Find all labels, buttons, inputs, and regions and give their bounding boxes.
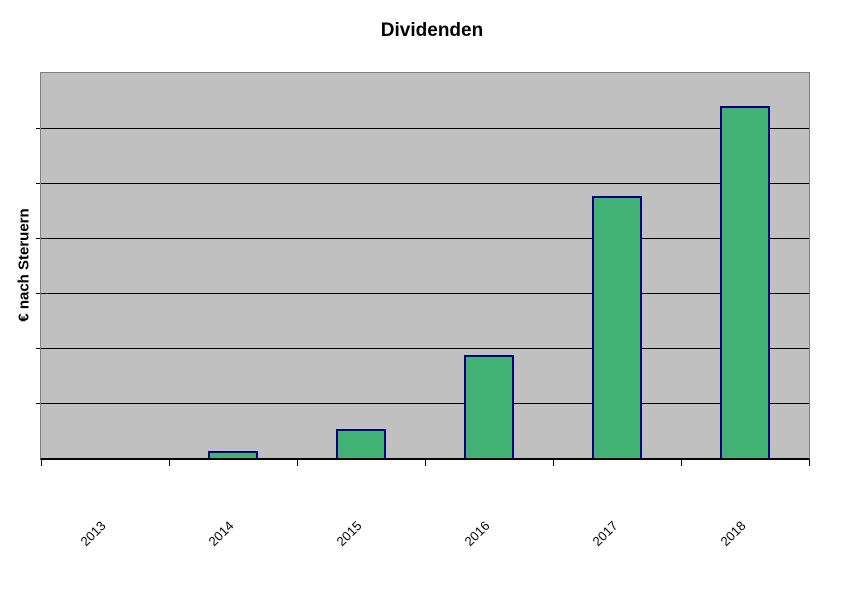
y-axis-tick <box>36 292 40 294</box>
x-tick-label-2014: 2014 <box>205 518 237 550</box>
x-axis-tick <box>424 460 426 466</box>
gridline <box>41 237 809 239</box>
x-tick-label-2017: 2017 <box>589 518 621 550</box>
chart-title: Dividenden <box>380 20 484 41</box>
bar-2014 <box>208 451 258 458</box>
gridline <box>41 292 809 294</box>
y-axis-tick <box>36 347 40 349</box>
x-axis-tick <box>808 460 810 466</box>
x-axis-tick <box>168 460 170 466</box>
gridline <box>41 347 809 349</box>
y-axis-tick <box>36 127 40 129</box>
y-axis-tick <box>36 402 40 404</box>
x-tick-label-2016: 2016 <box>461 518 493 550</box>
gridline <box>41 182 809 184</box>
bar-2016 <box>464 355 514 458</box>
bar-2015 <box>336 429 386 458</box>
y-axis-label: € nach Steruern <box>15 208 33 322</box>
x-axis-tick <box>296 460 298 466</box>
bar-2017 <box>592 196 642 458</box>
x-tick-label-2018: 2018 <box>717 518 749 550</box>
bar-2018 <box>720 106 770 458</box>
plot-area <box>36 72 810 466</box>
x-axis-tick <box>40 460 42 466</box>
x-axis-tick <box>680 460 682 466</box>
gridline <box>41 127 809 129</box>
gridline <box>41 402 809 404</box>
x-axis-tick <box>552 460 554 466</box>
x-tick-label-2013: 2013 <box>77 518 109 550</box>
y-axis-tick <box>36 237 40 239</box>
y-axis-tick <box>36 182 40 184</box>
x-tick-label-2015: 2015 <box>333 518 365 550</box>
